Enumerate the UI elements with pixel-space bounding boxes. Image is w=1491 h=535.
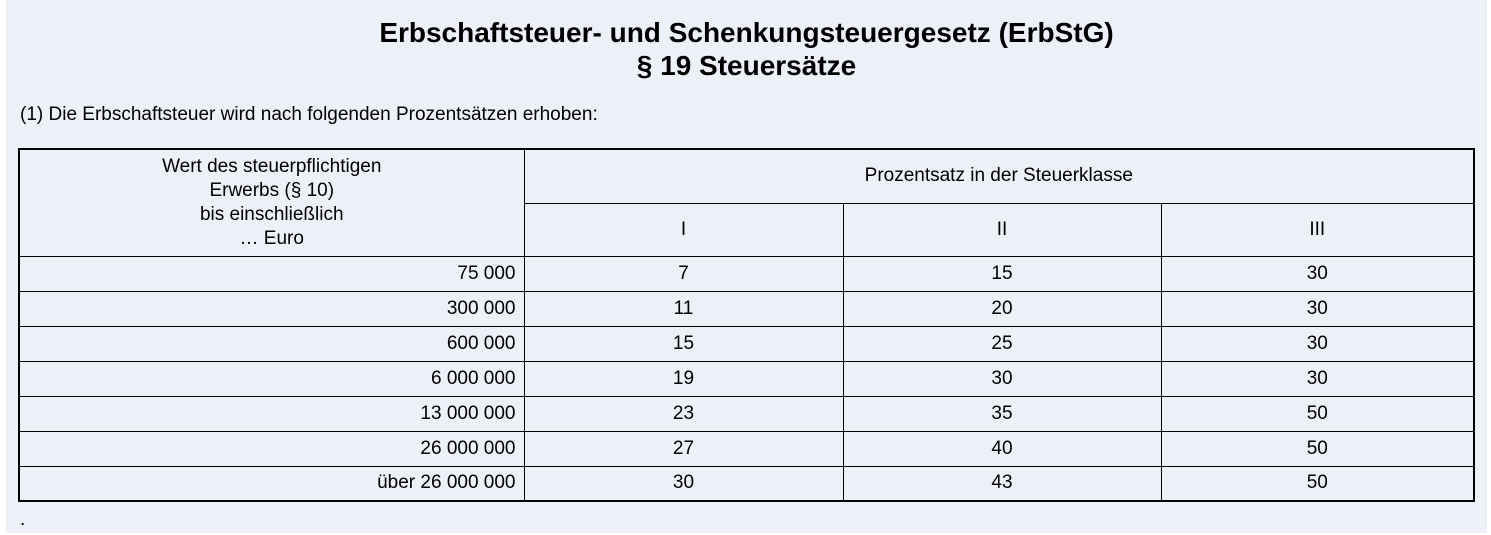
trailing-period: . xyxy=(20,509,26,530)
cell-rate-k1: 30 xyxy=(523,465,844,502)
value-column-header: Wert des steuerpflichtigen Erwerbs (§ 10… xyxy=(18,148,525,257)
cell-rate-k1: 19 xyxy=(523,360,844,397)
document-page: Erbschaftsteuer- und Schenkungsteuergese… xyxy=(6,0,1487,533)
table-row: 13 000 000 23 35 50 xyxy=(18,395,1475,432)
value-column-header-line: Erwerbs (§ 10) xyxy=(209,179,335,201)
cell-rate-k2: 15 xyxy=(842,255,1162,292)
class-header-3: III xyxy=(1160,202,1475,257)
cell-rate-k1: 23 xyxy=(523,395,844,432)
table-row: über 26 000 000 30 43 50 xyxy=(18,465,1475,502)
page-title: Erbschaftsteuer- und Schenkungsteuergese… xyxy=(6,16,1487,82)
cell-rate-k1: 15 xyxy=(523,325,844,362)
cell-rate-k3: 50 xyxy=(1160,430,1475,467)
cell-wert: über 26 000 000 xyxy=(18,465,525,502)
cell-rate-k2: 35 xyxy=(842,395,1162,432)
cell-wert: 26 000 000 xyxy=(18,430,525,467)
cell-rate-k3: 30 xyxy=(1160,255,1475,292)
cell-wert: 75 000 xyxy=(18,255,525,292)
table-row: 300 000 11 20 30 xyxy=(18,290,1475,327)
value-column-header-line: Wert des steuerpflichtigen xyxy=(162,155,382,177)
cell-rate-k2: 30 xyxy=(842,360,1162,397)
cell-wert: 300 000 xyxy=(18,290,525,327)
table-header-row-classes: I II III xyxy=(19,202,1475,257)
cell-rate-k1: 7 xyxy=(523,255,844,292)
cell-wert: 600 000 xyxy=(18,325,525,362)
cell-rate-k2: 40 xyxy=(842,430,1162,467)
title-line-2: § 19 Steuersätze xyxy=(636,50,857,81)
table-row: 600 000 15 25 30 xyxy=(18,325,1475,362)
table-row: 6 000 000 19 30 30 xyxy=(18,360,1475,397)
class-header-2: II xyxy=(842,202,1162,257)
cell-rate-k3: 30 xyxy=(1160,360,1475,397)
intro-paragraph: (1) Die Erbschaftsteuer wird nach folgen… xyxy=(20,104,598,125)
value-column-header-line: bis einschließlich xyxy=(199,203,344,225)
value-column-header-line: … Euro xyxy=(239,227,304,249)
table-header-row-group: Wert des steuerpflichtigen Erwerbs (§ 10… xyxy=(18,148,1475,257)
cell-rate-k1: 27 xyxy=(523,430,844,467)
cell-rate-k2: 25 xyxy=(842,325,1162,362)
tax-rates-table: Wert des steuerpflichtigen Erwerbs (§ 10… xyxy=(18,148,1476,502)
cell-rate-k3: 50 xyxy=(1160,465,1475,502)
cell-rate-k3: 30 xyxy=(1160,325,1475,362)
cell-rate-k2: 43 xyxy=(842,465,1162,502)
group-header-prozentsatz: Prozentsatz in der Steuerklasse xyxy=(523,148,1475,204)
cell-rate-k1: 11 xyxy=(523,290,844,327)
cell-rate-k3: 50 xyxy=(1160,395,1475,432)
cell-wert: 13 000 000 xyxy=(18,395,525,432)
table-row: 75 000 7 15 30 xyxy=(18,255,1475,292)
cell-rate-k3: 30 xyxy=(1160,290,1475,327)
class-header-1: I xyxy=(523,202,844,257)
cell-rate-k2: 20 xyxy=(842,290,1162,327)
title-line-1: Erbschaftsteuer- und Schenkungsteuergese… xyxy=(379,17,1114,48)
cell-wert: 6 000 000 xyxy=(18,360,525,397)
table-row: 26 000 000 27 40 50 xyxy=(18,430,1475,467)
